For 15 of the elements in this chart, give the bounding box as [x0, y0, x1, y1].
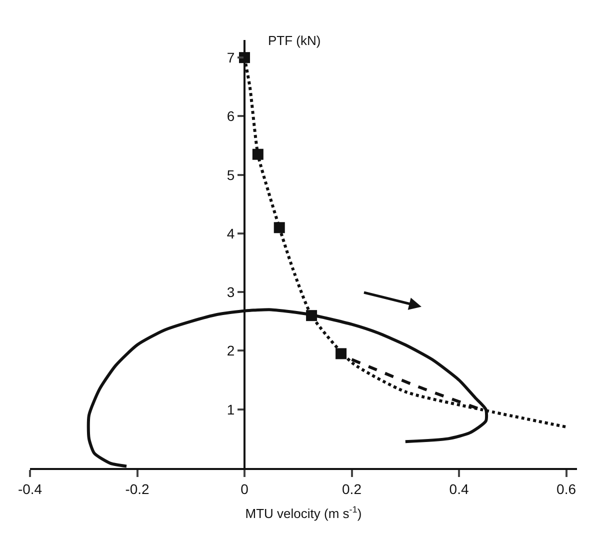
x-tick-label: -0.2	[125, 480, 150, 497]
y-axis-title: PTF (kN)	[268, 33, 321, 48]
x-tick-label: 0.2	[342, 480, 362, 497]
y-tick-label: 7	[226, 49, 235, 66]
y-tick-label: 2	[226, 342, 235, 359]
x-tick-label: 0.6	[556, 480, 576, 497]
x-tick-label: -0.4	[18, 480, 42, 497]
y-tick-label: 1	[226, 401, 235, 418]
y-tick-label: 3	[226, 284, 235, 300]
x-tick-label: 0.4	[449, 480, 469, 497]
x-axis-title: MTU velocity (m s$^{-1}$)	[245, 504, 362, 521]
y-tick-label: 4	[226, 225, 235, 242]
y-tick-label: 6	[226, 108, 235, 124]
x-tick-label: 0	[240, 480, 249, 497]
y-tick-label: 5	[226, 166, 235, 183]
